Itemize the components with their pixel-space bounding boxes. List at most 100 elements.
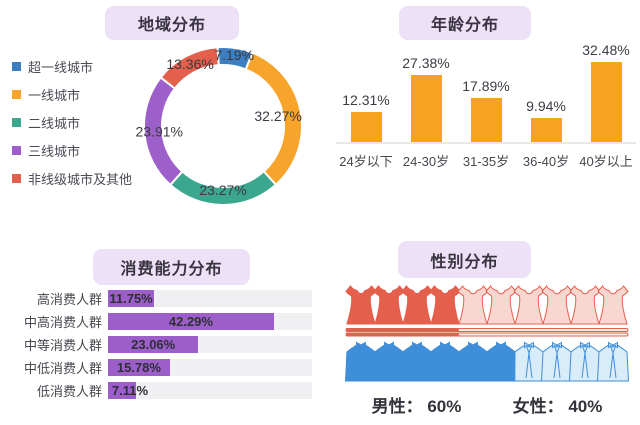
donut-value-label: 23.27%	[199, 182, 246, 198]
consumption-category-label: 高消费人群	[36, 292, 102, 307]
legend-label: 三线城市	[28, 143, 81, 159]
age-bar-column: 32.48%	[576, 42, 636, 142]
dress-icon	[373, 286, 405, 325]
age-bars: 12.31% 27.38% 17.89% 9.94% 32.48%	[336, 42, 636, 144]
age-bar	[530, 118, 562, 142]
suit-icon	[569, 342, 601, 382]
consumption-bar: 42.29%	[108, 313, 274, 330]
consumption-row: 中高消费人群 42.29%	[10, 313, 312, 330]
female-share-label: 女性： 40%	[513, 392, 603, 417]
legend-swatch	[12, 117, 21, 127]
suit-icon	[346, 342, 377, 382]
dress-icon	[401, 286, 433, 325]
consumption-title-text: 消费能力分布	[120, 261, 223, 278]
consumption-category-label: 低消费人群	[36, 384, 102, 399]
dress-icon	[346, 286, 377, 325]
consumption-row: 低消费人群 7.11%	[10, 382, 312, 399]
region-panel-title: 地域分布	[105, 6, 239, 40]
female-value-text: 40%	[568, 397, 603, 416]
region-legend: 超一线城市一线城市二线城市三线城市非线级城市及其他	[12, 52, 132, 192]
age-bar-column: 17.89%	[456, 78, 516, 142]
age-title-text: 年龄分布	[430, 17, 499, 34]
dress-rack-stripe	[346, 332, 459, 337]
dress-icon	[541, 285, 573, 325]
consumption-category-label: 中低消费人群	[23, 361, 102, 376]
age-bar	[470, 98, 502, 142]
donut-slice	[159, 46, 220, 90]
gender-title-text: 性别分布	[430, 253, 499, 271]
consumption-category-label: 中高消费人群	[23, 315, 102, 330]
suit-icon	[597, 342, 629, 382]
legend-label: 超一线城市	[28, 59, 94, 75]
legend-item: 三线城市	[12, 136, 132, 164]
region-title-text: 地域分布	[137, 17, 206, 34]
consumption-value-label: 42.29%	[168, 314, 213, 329]
suit-icon	[485, 342, 516, 382]
legend-item: 超一线城市	[12, 52, 132, 80]
age-category-axis: 24岁以下 24-30岁 31-35岁 36-40岁 40岁以上	[336, 151, 636, 170]
donut-value-label: 13.36%	[166, 56, 213, 72]
legend-swatch	[12, 89, 21, 99]
consumption-bar-chart: 高消费人群 11.75% 中高消费人群 42.29% 中等消费人群 23.06% 中低消费人…	[10, 290, 312, 405]
dress-icon	[513, 285, 545, 325]
legend-swatch	[12, 173, 21, 183]
dress-rack-stripe	[346, 328, 459, 332]
suit-icon	[373, 342, 405, 382]
consumption-bar: 7.11%	[108, 382, 148, 399]
gender-panel-title: 性别分布	[398, 241, 531, 278]
suit-icon	[513, 342, 545, 382]
male-label-text: 男性：	[371, 397, 423, 416]
age-category-label: 31-35岁	[462, 154, 510, 169]
suit-icon	[429, 342, 461, 382]
age-category-label: 36-40岁	[522, 154, 570, 169]
consumption-bar: 23.06%	[108, 336, 199, 353]
donut-value-label: 32.27%	[254, 108, 301, 124]
age-bar-column: 9.94%	[516, 98, 576, 142]
consumption-track: 23.06%	[108, 336, 312, 353]
age-bar-column: 12.31%	[336, 92, 396, 142]
age-bar	[590, 62, 622, 142]
legend-label: 非线级城市及其他	[28, 171, 133, 187]
male-value-text: 60%	[427, 397, 462, 416]
consumption-row: 中等消费人群 23.06%	[10, 336, 312, 353]
consumption-value-label: 7.11%	[111, 383, 149, 398]
suit-icon	[457, 342, 489, 382]
consumption-row: 高消费人群 11.75%	[10, 290, 312, 307]
donut-value-label: 23.91%	[136, 124, 183, 140]
consumption-track: 15.78%	[108, 359, 312, 376]
legend-item: 二线城市	[12, 108, 132, 136]
age-category-label: 24岁以下	[339, 154, 393, 169]
consumption-track: 42.29%	[108, 313, 312, 330]
dress-icon	[457, 285, 489, 325]
consumption-panel-title: 消费能力分布	[93, 249, 250, 285]
dress-icon	[569, 285, 601, 325]
legend-item: 一线城市	[12, 80, 132, 108]
age-panel-title: 年龄分布	[399, 6, 531, 40]
male-share-label: 男性： 60%	[372, 392, 462, 417]
suit-icon	[401, 342, 433, 382]
age-value-label: 27.38%	[402, 55, 450, 71]
dress-icon	[485, 285, 517, 325]
region-donut-chart: 7.19% 32.27% 23.27% 23.91% 13.36%	[136, 46, 303, 206]
dress-icon	[597, 285, 629, 325]
legend-label: 一线城市	[28, 87, 81, 103]
male-pictogram-row	[345, 342, 629, 382]
legend-item: 非线级城市及其他	[12, 164, 132, 192]
consumption-value-label: 23.06%	[131, 337, 176, 352]
consumption-value-label: 15.78%	[116, 360, 161, 375]
consumption-value-label: 11.75%	[109, 291, 153, 306]
gender-labels: 男性： 60% 女性： 40%	[346, 392, 628, 417]
age-bar	[350, 112, 382, 142]
age-value-label: 17.89%	[462, 78, 510, 94]
legend-swatch	[12, 61, 21, 71]
consumption-row: 中低消费人群 15.78%	[10, 359, 312, 376]
age-value-label: 12.31%	[342, 92, 390, 108]
age-category-label: 24-30岁	[402, 154, 450, 169]
suit-icon	[541, 342, 573, 382]
donut-value-label: 7.19%	[214, 47, 254, 63]
legend-swatch	[12, 145, 21, 155]
dress-icon	[429, 286, 459, 325]
female-label-text: 女性：	[512, 397, 564, 416]
age-value-label: 32.48%	[582, 42, 630, 58]
